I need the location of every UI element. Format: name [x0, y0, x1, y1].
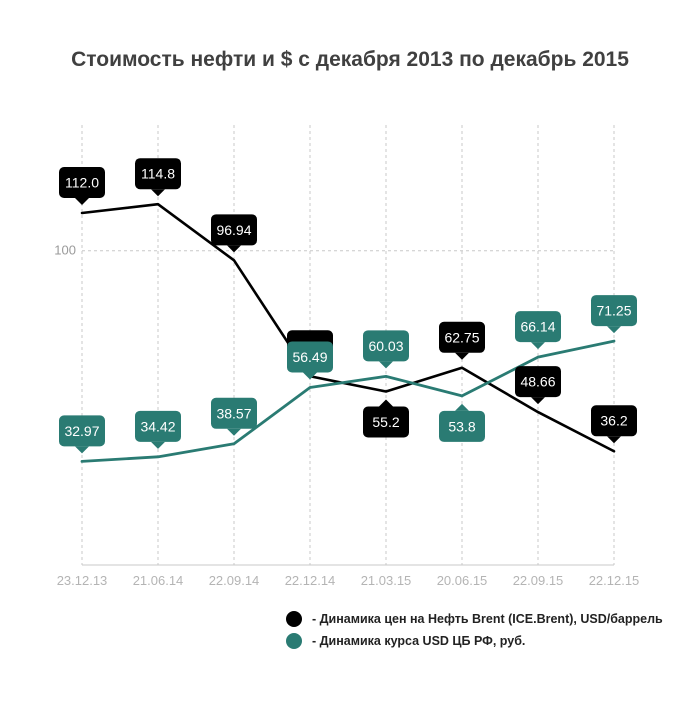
legend-label-oil: - Динамика цен на Нефть Brent (ICE.Brent… — [312, 612, 663, 626]
data-label-box — [211, 214, 257, 246]
x-tick-label: 21.03.15 — [361, 573, 412, 588]
data-label-usd: 53.8 — [439, 403, 485, 442]
data-label-text: 71.25 — [596, 303, 631, 319]
data-label-pointer — [607, 436, 621, 444]
data-label-text: 62.75 — [444, 329, 479, 345]
data-label-text: 60.03 — [368, 338, 403, 354]
series-lines — [80, 202, 616, 463]
x-tick-label: 20.06.15 — [437, 573, 488, 588]
x-tick-label: 22.12.14 — [285, 573, 336, 588]
series-line-usd — [80, 339, 616, 463]
data-labels: 112.0114.896.9460.0555.262.7548.6636.232… — [59, 158, 637, 454]
data-label-pointer — [379, 399, 393, 407]
data-label-box — [287, 341, 333, 373]
data-label-oil: 55.2 — [363, 399, 409, 438]
data-label-usd: 71.25 — [591, 295, 637, 334]
data-label-box — [515, 311, 561, 343]
data-label-text: 53.8 — [448, 418, 475, 434]
grid — [81, 125, 615, 565]
data-label-text: 96.94 — [216, 222, 251, 238]
data-label-oil: 112.0 — [59, 167, 105, 205]
data-label-text: 56.49 — [292, 349, 327, 365]
data-label-text: 38.57 — [216, 405, 251, 421]
data-label-usd: 32.97 — [59, 415, 105, 454]
data-label-box — [515, 366, 561, 398]
x-tick-label: 22.12.15 — [589, 573, 640, 588]
data-label-box — [439, 321, 485, 353]
data-label-text: 36.2 — [600, 413, 627, 429]
data-label-pointer — [455, 403, 469, 411]
data-label-pointer — [531, 397, 545, 405]
chart-title: Стоимость нефти и $ с декабря 2013 по де… — [71, 48, 629, 71]
data-label-box — [135, 410, 181, 442]
data-label-pointer — [531, 342, 545, 350]
data-label-text: 55.2 — [372, 414, 399, 430]
data-label-box — [439, 410, 485, 442]
data-label-text: 34.42 — [140, 418, 175, 434]
data-label-text: 32.97 — [64, 423, 99, 439]
data-label-pointer — [379, 361, 393, 369]
data-label-box — [211, 397, 257, 429]
data-label-pointer — [75, 446, 89, 454]
legend: - Динамика цен на Нефть Brent (ICE.Brent… — [286, 608, 663, 652]
data-label-oil: 96.94 — [211, 214, 257, 253]
data-label-pointer — [151, 189, 165, 197]
data-label-pointer — [607, 326, 621, 334]
data-label-usd: 60.03 — [363, 330, 409, 369]
data-label-oil: 48.66 — [515, 366, 561, 405]
data-label-text: 66.14 — [520, 319, 555, 335]
legend-item-oil: - Динамика цен на Нефть Brent (ICE.Brent… — [286, 608, 663, 630]
data-label-box — [59, 415, 105, 447]
data-label-pointer — [455, 352, 469, 360]
data-label-usd: 34.42 — [135, 410, 181, 449]
data-label-pointer — [151, 441, 165, 449]
x-tick-label: 22.09.15 — [513, 573, 564, 588]
data-label-box — [363, 330, 409, 362]
axes: 100 23.12.13 21.06.14 22.09.14 22.12.14 21.03… — [54, 243, 639, 588]
data-label-pointer — [227, 428, 241, 436]
data-label-box — [59, 167, 105, 198]
x-tick-label: 22.09.14 — [209, 573, 260, 588]
x-tick-label: 21.06.14 — [133, 573, 184, 588]
data-label-text: 112.0 — [65, 175, 99, 191]
data-label-pointer — [75, 198, 89, 205]
data-label-usd: 56.49 — [287, 341, 333, 380]
legend-label-usd: - Динамика курса USD ЦБ РФ, руб. — [312, 634, 526, 648]
data-label-pointer — [227, 245, 241, 253]
data-label-text: 48.66 — [520, 374, 555, 390]
data-label-oil: 36.2 — [591, 405, 637, 444]
data-label-pointer — [303, 372, 317, 380]
data-label-box — [135, 158, 181, 190]
data-label-usd: 38.57 — [211, 397, 257, 436]
legend-marker-oil — [286, 611, 302, 627]
data-label-oil: 62.75 — [439, 321, 485, 360]
series-line-oil — [80, 202, 616, 453]
data-label-text: 114.8 — [141, 166, 175, 182]
data-label-usd: 66.14 — [515, 311, 561, 350]
data-label-box — [591, 295, 637, 327]
x-tick-label: 23.12.13 — [57, 573, 108, 588]
data-label-oil: 114.8 — [135, 158, 181, 197]
data-label-box — [363, 406, 409, 438]
data-label-box — [591, 405, 637, 437]
legend-item-usd: - Динамика курса USD ЦБ РФ, руб. — [286, 630, 663, 652]
y-tick-label: 100 — [54, 243, 76, 258]
legend-marker-usd — [286, 633, 302, 649]
